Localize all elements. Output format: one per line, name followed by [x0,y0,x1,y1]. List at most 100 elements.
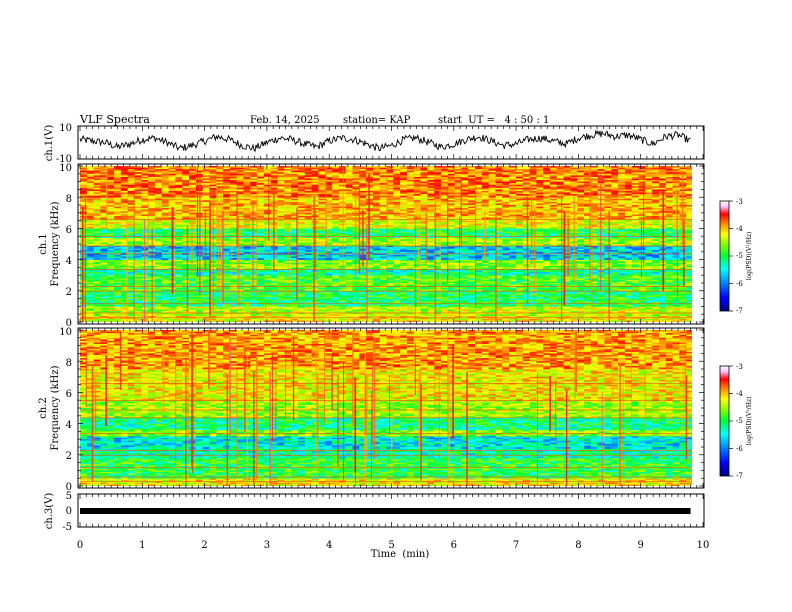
spectrogram-cell [154,254,163,257]
spectrogram-cell [509,298,517,301]
spectrogram-cell [263,276,272,279]
spectrogram-cell [263,262,272,265]
spectrogram-cell [420,251,428,254]
spectrogram-cell [107,298,115,301]
spectrogram-cell [686,284,692,287]
spectrogram-cell [427,300,435,303]
spectrogram-cell [584,281,592,284]
spectrogram-cell [134,281,142,284]
spectrogram-cell [291,248,299,251]
spectrogram-cell [120,268,128,271]
spectrogram-cell [243,283,251,285]
spectrogram-cell [447,297,455,299]
spectrogram-cell [434,267,442,270]
spectrogram-cell [175,273,183,276]
spectrogram-cell [522,240,530,243]
spectrogram-cell [291,264,299,267]
spectrogram-cell [481,240,489,243]
spectrogram-cell [325,306,333,309]
spectrogram-cell [590,268,598,271]
spectrogram-cell [475,247,483,249]
spectrogram-cell [406,312,415,315]
spectrogram-cell [345,267,353,270]
spectrogram-cell [393,276,401,279]
spectrogram-cell [604,279,612,282]
spectrogram-cell [250,242,258,245]
spectrogram-cell [250,275,258,278]
spectrogram-cell [338,283,346,285]
spectrogram-cell [679,273,687,276]
spectrogram-cell [175,293,183,296]
spectrogram-cell [270,284,278,287]
spectrogram-cell [120,293,128,296]
spectrogram-cell [434,283,442,285]
spectrogram-cell [495,317,503,320]
spectrogram-cell [611,307,619,310]
spectrogram-cell [250,290,258,293]
spectrogram-cell [495,320,503,322]
spectrogram-cell [372,267,380,270]
spectrogram-cell [250,270,258,273]
spectrogram-cell [291,244,299,246]
spectrogram-cell [461,311,469,313]
spectrogram-cell [536,256,544,259]
spectrogram-cell [223,258,231,260]
spectrogram-cell [686,250,692,253]
spectrogram-cell [502,306,510,309]
spectrogram-cell [413,264,421,267]
spectrogram-cell [386,293,394,296]
spectrogram-cell [427,304,435,307]
spectrogram-cell [549,262,558,265]
spectrogram-cell [475,311,483,313]
spectrogram-cell [297,239,306,242]
spectrogram-cell [618,264,626,267]
spectrogram-cell [168,293,176,296]
spectrogram-cell [352,315,360,318]
spectrogram-cell [611,273,619,276]
spectrogram-cell [277,256,285,259]
spectrogram-cell [652,298,660,301]
spectrogram-cell [161,318,169,321]
spectrogram-cell [93,279,101,282]
spectrogram-cell [270,270,278,273]
spectrogram-cell [318,307,326,310]
spectrogram-cell [250,286,258,288]
spectrogram-cell [652,272,660,274]
spectrogram-cell [93,276,101,279]
spectrogram-cell [120,270,128,273]
spectrogram-cell [454,284,462,287]
spectrogram-cell [665,273,673,276]
spectrogram-cell [243,259,251,262]
spectrogram-cell [631,237,639,240]
spectrogram-cell [250,312,258,315]
spectrogram-cell [229,248,237,251]
spectrogram-cell [107,247,115,249]
spectrogram-cell [665,258,673,260]
spectrogram-cell [216,320,224,322]
spectrogram-cell [80,244,88,246]
spectrogram-cell [597,318,605,321]
spectrogram-cell [304,268,312,271]
spectrogram-cell [495,272,503,274]
spectrogram-cell [495,303,503,306]
spectrogram-cell [604,247,612,249]
spectrogram-cell [624,264,632,267]
spectrogram-cell [502,259,510,262]
spectrogram-cell [114,289,122,292]
spectrogram-cell [577,242,585,245]
spectrogram-cell [495,253,503,256]
spectrogram-cell [413,270,421,273]
spectrogram-cell [665,283,673,285]
spectrogram-cell [161,272,169,274]
spectrogram-cell [175,258,183,260]
spectrogram-cell [475,281,483,284]
spectrogram-cell [236,267,244,270]
spectrogram-cell [638,267,646,270]
spectrogram-cell [393,244,401,246]
spectrogram-cell [277,286,285,288]
spectrogram-cell [400,301,408,304]
spectrogram-cell [257,268,265,271]
spectrogram-cell [611,317,619,320]
spectrogram-cell [236,242,244,245]
spectrogram-cell [148,309,156,312]
